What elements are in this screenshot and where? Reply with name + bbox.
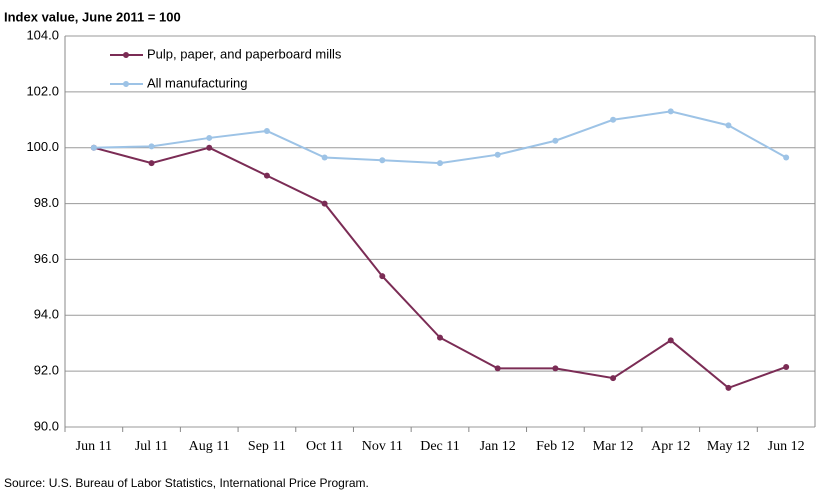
point [725, 384, 732, 391]
x-tick-label: Oct 11 [306, 439, 343, 454]
legend-marker [123, 52, 129, 58]
point [206, 134, 213, 141]
point [263, 172, 270, 179]
legend-label: All manufacturing [147, 75, 247, 90]
point [379, 157, 386, 164]
point [90, 144, 97, 151]
series-line [93, 110, 787, 165]
point [148, 143, 155, 150]
point [437, 334, 443, 341]
y-tick-label: 102.0 [26, 83, 59, 98]
y-tick-label: 92.0 [34, 363, 59, 378]
point [552, 137, 559, 144]
x-tick-label: Jan 12 [480, 439, 516, 454]
point [610, 375, 617, 382]
x-tick-label: Jun 12 [768, 439, 805, 454]
x-tick-label: Nov 11 [362, 439, 403, 454]
point [263, 127, 270, 134]
point [667, 108, 674, 115]
legend-marker [123, 81, 129, 87]
point [494, 365, 501, 372]
x-tick-label: Apr 12 [651, 439, 690, 454]
x-tick-label: Jul 11 [135, 439, 168, 454]
point [379, 273, 386, 280]
y-tick-label: 94.0 [34, 307, 59, 322]
point [610, 116, 617, 123]
point [783, 154, 790, 161]
point [552, 365, 559, 372]
point [494, 151, 501, 158]
x-tick-label: Dec 11 [420, 439, 460, 454]
point [321, 154, 328, 161]
y-axis-title: Index value, June 2011 = 100 [4, 9, 181, 24]
y-tick-label: 100.0 [26, 139, 59, 154]
y-tick-label: 98.0 [34, 195, 59, 210]
point [783, 363, 790, 370]
point [148, 160, 155, 167]
point [206, 144, 213, 151]
point [437, 160, 443, 167]
series-line [93, 146, 787, 390]
x-tick-label: Mar 12 [593, 439, 634, 454]
x-tick-label: May 12 [707, 439, 750, 454]
y-tick-label: 96.0 [34, 251, 59, 266]
x-tick-label: Aug 11 [189, 439, 230, 454]
x-tick-label: Sep 11 [248, 439, 286, 454]
point [725, 122, 732, 129]
y-tick-label: 104.0 [26, 27, 59, 42]
point [667, 337, 674, 344]
legend-label: Pulp, paper, and paperboard mills [147, 46, 342, 61]
point [321, 200, 328, 207]
y-tick-label: 90.0 [34, 418, 59, 433]
source-note: Source: U.S. Bureau of Labor Statistics,… [4, 476, 369, 490]
x-tick-label: Jun 11 [76, 439, 112, 454]
x-tick-label: Feb 12 [536, 439, 575, 454]
